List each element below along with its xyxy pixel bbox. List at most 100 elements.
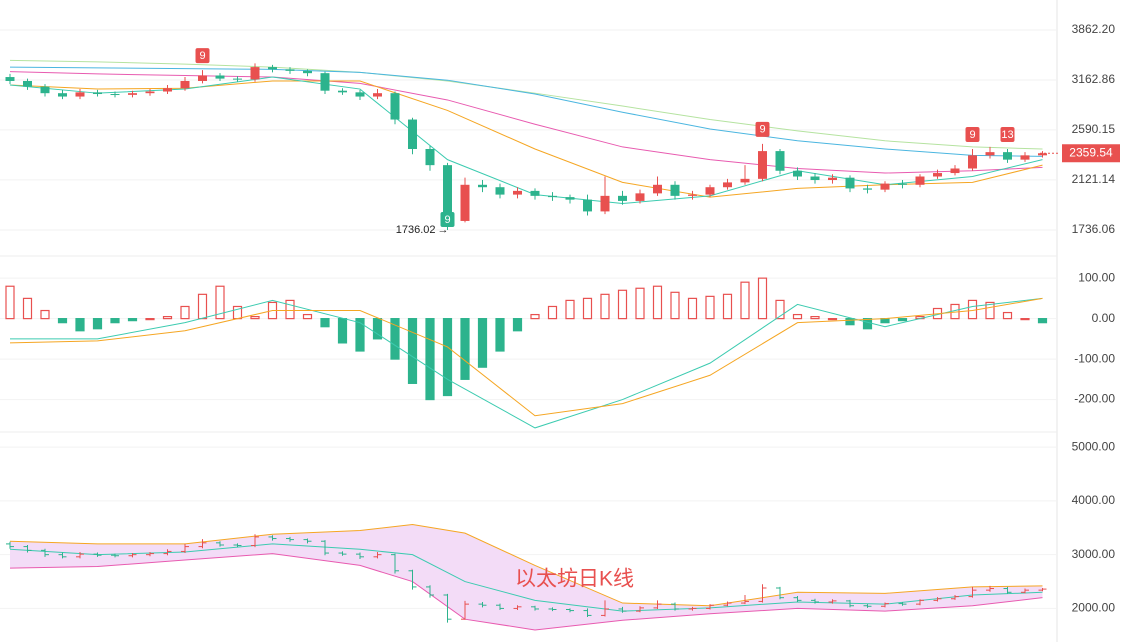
macd-bar	[460, 318, 470, 380]
candle-body	[740, 178, 750, 183]
candle-body	[1038, 153, 1047, 156]
indicator-line	[9, 297, 1043, 417]
macd-bar	[652, 285, 663, 320]
candle-body	[1020, 155, 1030, 160]
candle-body	[233, 78, 242, 80]
macd-bar	[1037, 318, 1048, 324]
macd-bar	[320, 318, 330, 328]
macd-bar	[250, 315, 260, 320]
indicator-line	[10, 297, 1043, 429]
candle-body	[250, 67, 260, 80]
candle-body	[968, 155, 977, 169]
macd-bar	[687, 297, 698, 320]
y-tick-label: 3000.00	[1072, 547, 1116, 561]
macd-bar	[302, 313, 313, 320]
candle-body	[950, 168, 960, 174]
y-tick-label: 0.00	[1092, 311, 1116, 325]
macd-bar	[705, 295, 715, 320]
macd-bar	[1002, 311, 1013, 320]
candle-body	[58, 93, 67, 97]
candle-body	[495, 187, 505, 195]
candle-body	[75, 92, 85, 97]
y-tick-label: 2590.15	[1072, 122, 1116, 136]
indicator-line	[9, 543, 1043, 612]
chart-title: 以太坊日K线	[515, 568, 634, 591]
y-tick-label: 3862.20	[1072, 22, 1116, 36]
macd-bar	[92, 318, 103, 330]
signal-marker	[195, 48, 210, 64]
macd-bar	[372, 318, 383, 340]
macd-bar	[617, 289, 628, 320]
indicator-line	[9, 524, 1043, 607]
macd-bar	[827, 318, 838, 321]
macd-bar	[75, 318, 85, 332]
candle-body	[705, 187, 715, 195]
signal-marker	[440, 212, 455, 228]
candle-body	[425, 148, 435, 166]
candle-body	[600, 195, 610, 212]
candle-body	[145, 91, 155, 94]
macd-bar	[810, 315, 820, 320]
candle-body	[845, 177, 855, 189]
macd-bar	[57, 318, 68, 324]
candle-body	[390, 93, 400, 120]
macd-bar	[897, 318, 908, 322]
candle-body	[128, 93, 137, 95]
y-tick-label: 3162.86	[1072, 72, 1116, 86]
macd-bar	[757, 277, 768, 320]
candle-body	[198, 75, 207, 81]
macd-bar	[22, 297, 33, 320]
y-tick-label: -200.00	[1074, 392, 1115, 406]
candle-body	[880, 183, 890, 190]
candle-body	[460, 184, 470, 221]
y-tick-label: 1736.06	[1072, 222, 1116, 236]
candle-body	[93, 92, 102, 95]
indicator-line	[9, 66, 1043, 157]
candle-body	[180, 80, 190, 89]
macd-bar	[495, 318, 505, 352]
candle-body	[513, 190, 522, 195]
macd-bar	[792, 313, 803, 320]
candle-body	[933, 173, 942, 177]
candle-body	[40, 86, 50, 94]
candle-body	[618, 195, 627, 201]
macd-bar	[40, 309, 50, 320]
last-price-label: 2359.54	[1069, 145, 1113, 159]
macd-bar	[390, 318, 400, 360]
candle-body	[285, 69, 295, 71]
last-price-box	[1062, 144, 1120, 163]
macd-bar	[215, 285, 225, 320]
macd-bar	[1020, 318, 1030, 321]
macd-bar	[407, 318, 418, 384]
macd-bar	[512, 318, 523, 332]
signal-marker	[1000, 126, 1015, 142]
macd-bar	[845, 318, 855, 326]
macd-bar	[582, 297, 593, 320]
macd-bar	[162, 315, 173, 320]
indicator-line	[9, 553, 1043, 631]
candle-body	[338, 90, 347, 93]
y-tick-label: 2000.00	[1072, 601, 1116, 615]
candle-body	[443, 165, 452, 221]
candle-body	[775, 151, 785, 171]
candle-body	[828, 177, 837, 181]
candle-body	[863, 188, 872, 190]
macd-bar	[670, 291, 680, 320]
candle-body	[653, 184, 662, 194]
macd-bar	[442, 318, 453, 397]
candle-body	[355, 92, 365, 97]
macd-bar	[722, 293, 733, 320]
candle-body	[1003, 152, 1012, 160]
candle-body	[670, 184, 680, 196]
macd-bar	[285, 299, 295, 320]
y-tick-label: 5000.00	[1072, 439, 1116, 453]
candle-body	[548, 195, 557, 198]
candle-body	[688, 194, 697, 196]
candle-body	[915, 176, 925, 185]
candle-body	[583, 199, 592, 212]
candle-body	[110, 94, 120, 96]
candle-body	[635, 193, 645, 201]
signal-marker-text: 9	[444, 214, 450, 226]
signal-marker-text: 9	[759, 124, 765, 136]
